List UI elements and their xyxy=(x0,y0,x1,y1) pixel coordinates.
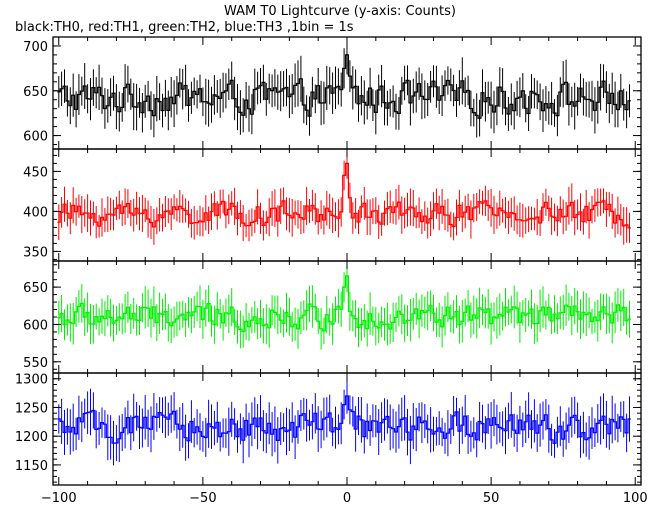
x-tick-label: 50 xyxy=(483,491,500,505)
series-th2 xyxy=(57,261,631,350)
step-line-th2 xyxy=(57,275,631,333)
y-tick-label: 1300 xyxy=(15,373,48,388)
y-tick-label: 400 xyxy=(23,205,48,220)
series-th0 xyxy=(57,37,631,138)
x-axis: −100 −50 0 50 100 xyxy=(41,491,648,505)
y-tick-label: 450 xyxy=(23,165,48,180)
y-tick-label: 1150 xyxy=(15,459,48,474)
panel-th0: 600 650 700 xyxy=(23,36,642,150)
step-line-th0 xyxy=(57,54,631,119)
y-tick-label: 650 xyxy=(23,281,48,296)
step-line-th1 xyxy=(57,162,631,229)
x-tick-label: −100 xyxy=(41,491,77,505)
x-tick-label: 0 xyxy=(343,491,351,505)
panels-group: 6006507003504004505506006501150120012501… xyxy=(15,36,642,486)
panel-th2: 550 600 650 xyxy=(23,260,642,374)
y-tick-label: 650 xyxy=(23,85,48,100)
step-line-th3 xyxy=(57,395,631,444)
x-tick-label: 100 xyxy=(623,491,648,505)
series-th1 xyxy=(57,149,631,245)
y-tick-label: 700 xyxy=(23,40,48,55)
x-tick-label: −50 xyxy=(189,491,216,505)
panel-th3: 1150 1200 1250 1300 xyxy=(15,372,642,486)
y-tick-label: 550 xyxy=(23,356,48,371)
chart-title: WAM T0 Lightcurve (y-axis: Counts) xyxy=(224,4,456,19)
y-tick-label: 1250 xyxy=(15,401,48,416)
y-tick-label: 1200 xyxy=(15,430,48,445)
panel-th1: 350 400 450 xyxy=(23,148,642,262)
y-tick-label: 600 xyxy=(23,130,48,145)
y-tick-label: 600 xyxy=(23,318,48,333)
series-th3 xyxy=(57,378,631,466)
y-tick-label: 350 xyxy=(23,245,48,260)
chart-subtitle: black:TH0, red:TH1, green:TH2, blue:TH3 … xyxy=(15,20,354,35)
